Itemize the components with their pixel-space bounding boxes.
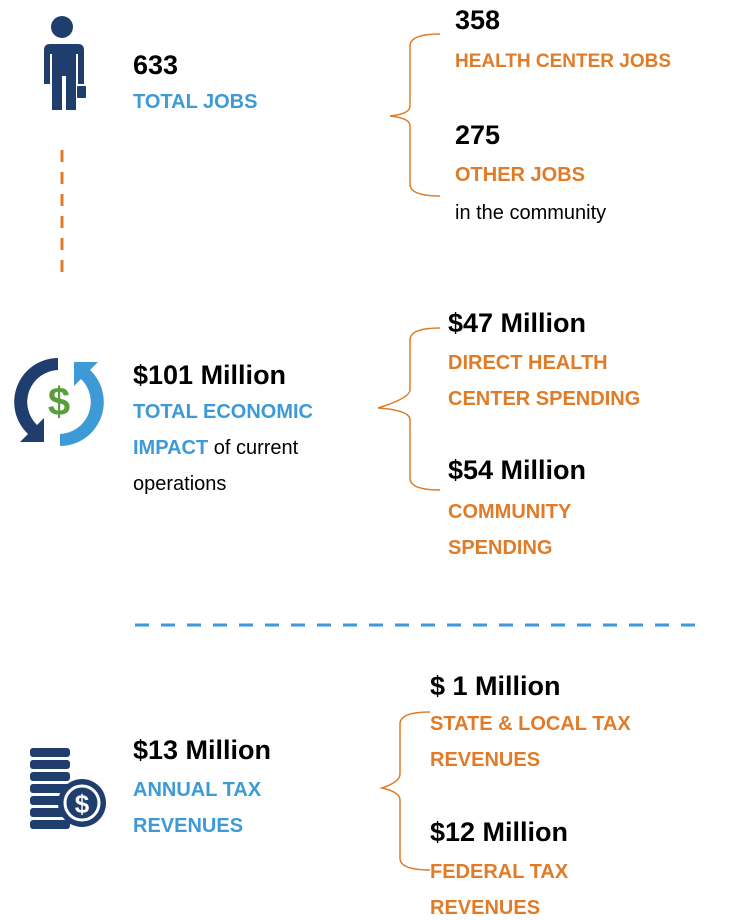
person-icon bbox=[44, 16, 86, 110]
part-label: OTHER JOBS bbox=[455, 164, 586, 186]
part-value: $47 Million bbox=[448, 308, 587, 338]
part-label: HEALTH CENTER JOBS bbox=[455, 51, 672, 72]
total-impact-text: TOTAL ECONOMIC IMPACT of current operati… bbox=[133, 394, 368, 502]
coins-icon: $ bbox=[30, 748, 106, 829]
part-value: 275 bbox=[455, 120, 501, 150]
svg-text:$: $ bbox=[75, 789, 90, 819]
part-value: 358 bbox=[455, 5, 501, 35]
part-label: DIRECT HEALTH CENTER SPENDING bbox=[448, 352, 641, 410]
total-impact-label: TOTAL ECONOMIC IMPACT bbox=[133, 401, 313, 459]
total-jobs-value: 633 bbox=[133, 50, 179, 80]
cycle-icon: $ bbox=[14, 358, 104, 446]
total-tax-value: $13 Million bbox=[133, 735, 272, 765]
part-value: $12 Million bbox=[430, 817, 569, 847]
part-label: FEDERAL TAX REVENUES bbox=[430, 861, 569, 919]
total-jobs-label: TOTAL JOBS bbox=[133, 91, 258, 113]
part-value: $ 1 Million bbox=[430, 671, 561, 701]
total-impact-note: of current operations bbox=[133, 437, 299, 495]
part-label: STATE & LOCAL TAX REVENUES bbox=[430, 713, 631, 771]
part-value: $54 Million bbox=[448, 455, 587, 485]
part-note: in the community bbox=[455, 202, 607, 224]
svg-text:$: $ bbox=[48, 380, 70, 424]
total-impact-value: $101 Million bbox=[133, 360, 287, 390]
braces bbox=[377, 33, 441, 871]
part-label: COMMUNITY SPENDING bbox=[448, 501, 571, 559]
total-tax-label: ANNUAL TAX REVENUES bbox=[133, 779, 262, 837]
